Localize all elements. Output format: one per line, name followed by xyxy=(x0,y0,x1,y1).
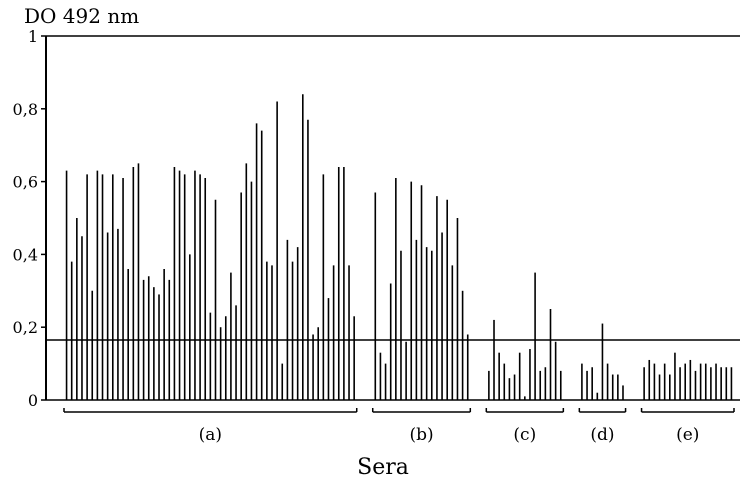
y-tick-label: 0 xyxy=(28,391,38,410)
group-label: (a) xyxy=(199,425,222,445)
group-label: (d) xyxy=(590,425,614,445)
group-brackets: (a) (b) (c) (d) (e) xyxy=(63,408,735,445)
y-tick-label: 0,4 xyxy=(13,245,38,264)
y-tick-label: 0,6 xyxy=(13,173,38,192)
y-tick-label: 1 xyxy=(28,27,38,46)
group-label: (b) xyxy=(409,425,433,445)
bars xyxy=(65,94,733,400)
y-tick-label: 0,2 xyxy=(13,318,38,337)
y-tick-label: 0,8 xyxy=(13,100,38,119)
group-label: (e) xyxy=(676,425,699,445)
axes-frame xyxy=(45,35,740,401)
chart-title: DO 492 nm xyxy=(24,4,139,28)
x-axis-label: Sera xyxy=(357,455,409,480)
group-label: (c) xyxy=(513,425,536,445)
y-axis-ticks: 0 0,2 0,4 0,6 0,8 1 xyxy=(13,27,46,410)
